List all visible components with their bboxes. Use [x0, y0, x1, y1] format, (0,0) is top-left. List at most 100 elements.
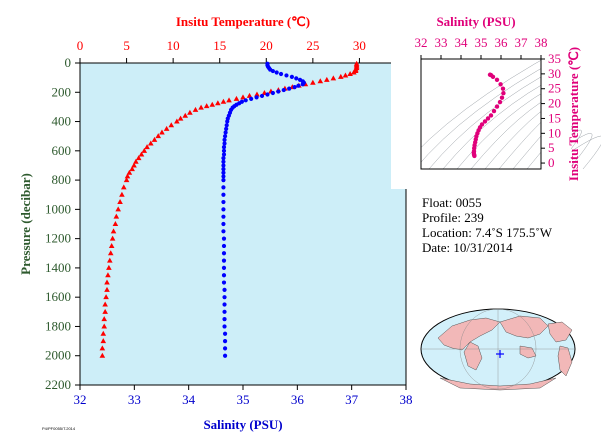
- map-grid: [421, 308, 575, 390]
- temperature-point: [144, 144, 150, 150]
- temperature-point: [151, 136, 158, 142]
- salinity-point: [222, 317, 227, 322]
- ts-temperature-tick-label: 30: [548, 66, 561, 81]
- salinity-point: [265, 92, 270, 97]
- ts-point: [499, 95, 505, 100]
- ts-point: [494, 104, 500, 109]
- salinity-point: [274, 70, 279, 75]
- salinity-point: [224, 123, 229, 128]
- temperature-point: [110, 228, 117, 234]
- temperature-tick-label: 15: [213, 38, 226, 53]
- ts-series: [471, 72, 506, 159]
- ts-salinity-tick-label: 37: [515, 35, 529, 50]
- ts-temperature-tick-label: 10: [548, 125, 561, 140]
- temperature-point: [159, 129, 165, 135]
- temperature-point: [102, 301, 108, 307]
- salinity-axis-title: Salinity (PSU): [203, 417, 282, 432]
- salinity-tick-label: 33: [128, 392, 141, 407]
- salinity-point: [221, 265, 227, 271]
- temperature-tick-label: 0: [77, 38, 84, 53]
- salinity-point: [225, 119, 230, 124]
- salinity-ticks: 32 33 34 35 36 37 38: [74, 385, 413, 407]
- salinity-point: [221, 163, 226, 168]
- temperature-point: [233, 95, 240, 101]
- temperature-point: [168, 122, 175, 128]
- float-id: Float: 0055: [422, 195, 482, 210]
- pressure-tick-label: 400: [52, 114, 72, 129]
- ts-salinity-tick-label: 32: [415, 35, 428, 50]
- pressure-tick-label: 1600: [45, 289, 71, 304]
- profile-number: Profile: 239: [422, 210, 484, 225]
- temperature-point: [135, 155, 142, 161]
- salinity-point: [222, 287, 227, 292]
- temperature-point: [105, 272, 111, 278]
- temperature-tick-label: 20: [260, 38, 273, 53]
- salinity-point: [221, 199, 226, 205]
- temperature-point: [104, 286, 110, 292]
- salinity-point: [284, 73, 289, 78]
- temperature-point: [246, 92, 253, 98]
- temperature-point: [342, 72, 349, 78]
- temperature-point: [113, 213, 120, 219]
- ts-point: [490, 74, 496, 80]
- salinity-point: [270, 68, 275, 74]
- temperature-point: [129, 166, 135, 172]
- temperature-point: [338, 73, 344, 79]
- pressure-tick-label: 200: [52, 84, 72, 99]
- salinity-point: [221, 273, 227, 278]
- temperature-point: [174, 118, 180, 124]
- ts-point: [491, 108, 497, 114]
- temperature-point: [101, 316, 108, 322]
- salinity-point: [221, 229, 226, 234]
- temperature-point: [330, 75, 337, 81]
- temperature-point: [240, 94, 246, 100]
- salinity-point: [221, 251, 227, 256]
- pressure-tick-label: 1800: [45, 318, 71, 333]
- ts-temperature-tick-label: 25: [548, 81, 561, 96]
- salinity-point: [221, 185, 226, 190]
- temperature-point: [100, 330, 107, 336]
- ts-clip-top: [391, 19, 591, 59]
- temperature-point: [138, 151, 145, 157]
- ts-temperature-tick-label: 35: [548, 51, 561, 66]
- salinity-point: [221, 167, 226, 172]
- pressure-tick-label: 2200: [45, 377, 71, 392]
- temperature-point: [182, 112, 189, 118]
- float-location-marker: [496, 350, 504, 358]
- salinity-point: [222, 324, 227, 329]
- salinity-point: [222, 134, 228, 139]
- float-info: Float: 0055 Profile: 239 Location: 7.4˚S…: [422, 195, 553, 255]
- salinity-point: [259, 93, 265, 99]
- salinity-point: [223, 130, 228, 135]
- pressure-tick-label: 1400: [45, 260, 71, 275]
- salinity-point: [222, 302, 227, 307]
- temperature-point: [123, 177, 130, 183]
- salinity-point: [287, 86, 292, 91]
- ts-point: [485, 116, 491, 121]
- temperature-point: [310, 79, 316, 85]
- ts-temperature-title: Insitu Temperature (℃): [566, 47, 581, 181]
- pressure-tick-label: 1200: [45, 231, 71, 246]
- ts-point: [501, 90, 506, 96]
- salinity-point: [294, 76, 299, 81]
- salinity-point: [221, 221, 226, 227]
- pressure-tick-label: 1000: [45, 201, 71, 216]
- temperature-point: [163, 125, 170, 131]
- ts-point: [494, 77, 500, 83]
- ts-point: [482, 119, 488, 124]
- temperature-point: [131, 162, 137, 168]
- temperature-point: [107, 257, 113, 263]
- profile-chart: 0 5 10 15 20 25 30 35 32 33 34 35 36 37 38 0 200 400 600…: [18, 14, 413, 432]
- temperature-point: [209, 101, 216, 107]
- salinity-point: [221, 236, 227, 241]
- temperature-point: [347, 70, 353, 76]
- world-map: [420, 308, 576, 391]
- ts-point: [488, 113, 494, 118]
- salinity-point: [243, 98, 248, 103]
- temperature-point: [324, 76, 330, 82]
- salinity-point: [222, 331, 228, 336]
- salinity-tick-label: 32: [74, 392, 87, 407]
- pressure-tick-label: 0: [65, 55, 72, 70]
- salinity-tick-label: 36: [291, 392, 305, 407]
